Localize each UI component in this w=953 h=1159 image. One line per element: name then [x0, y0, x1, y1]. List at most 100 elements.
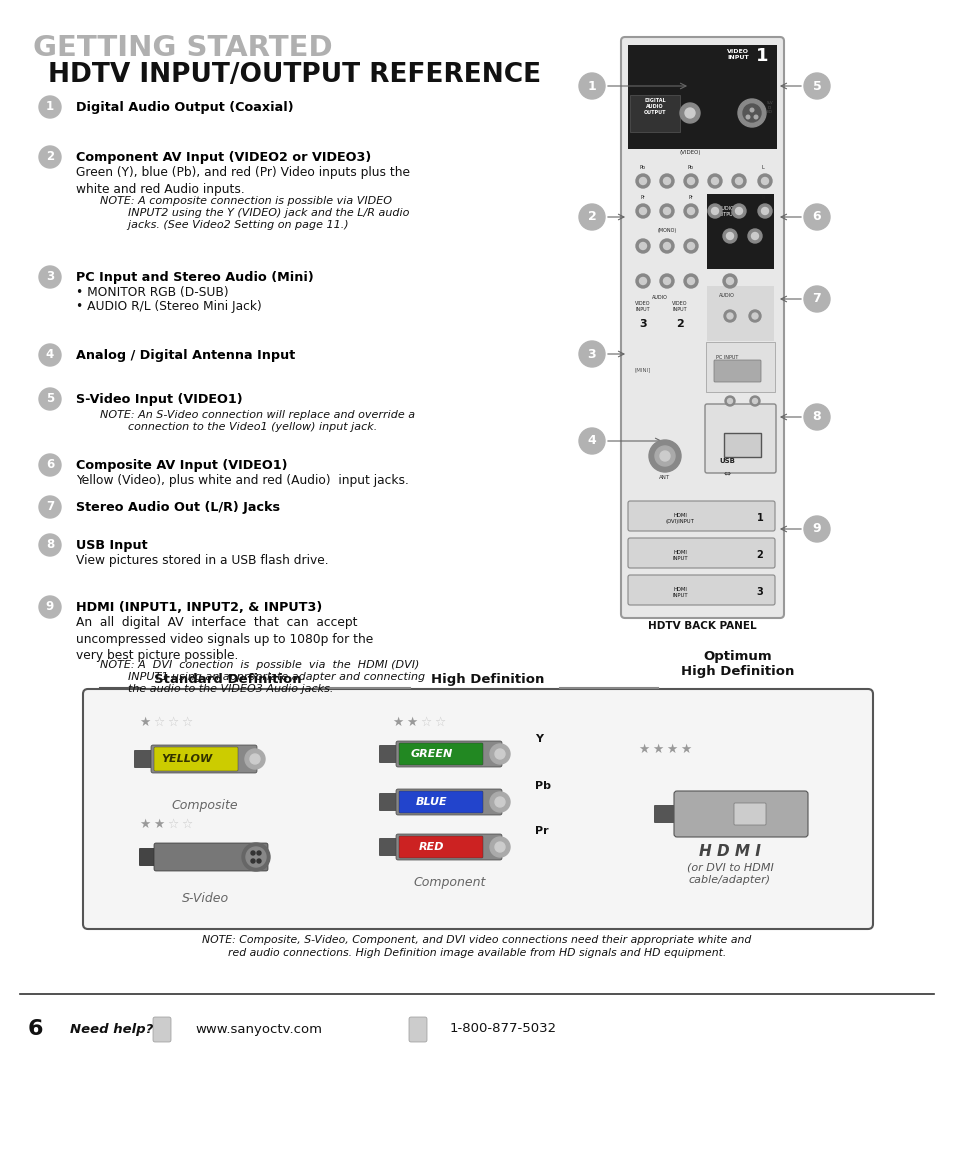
Text: Need help?: Need help?: [70, 1022, 153, 1035]
Circle shape: [687, 207, 694, 214]
Circle shape: [803, 204, 829, 229]
FancyBboxPatch shape: [151, 745, 256, 773]
Text: R: R: [760, 195, 764, 201]
Text: 5: 5: [46, 393, 54, 406]
FancyBboxPatch shape: [152, 1016, 171, 1042]
Text: Y: Y: [535, 734, 542, 744]
Text: Pb: Pb: [687, 165, 693, 170]
Text: NOTE: A  DVI  conection  is  possible  via  the  HDMI (DVI)
        INPUT1 using: NOTE: A DVI conection is possible via th…: [100, 659, 425, 694]
Circle shape: [707, 204, 721, 218]
Text: ★: ★: [139, 715, 151, 729]
Text: Pb: Pb: [639, 165, 645, 170]
Text: RED: RED: [418, 841, 444, 852]
Text: GREEN: GREEN: [411, 749, 453, 759]
FancyBboxPatch shape: [706, 194, 773, 269]
Text: 7: 7: [46, 501, 54, 513]
FancyBboxPatch shape: [627, 501, 774, 531]
Text: ★: ★: [153, 817, 165, 831]
Text: [MINI]: [MINI]: [634, 367, 651, 372]
FancyBboxPatch shape: [395, 741, 501, 767]
Circle shape: [246, 847, 266, 867]
Circle shape: [251, 851, 254, 855]
Text: Pr: Pr: [688, 195, 693, 201]
Text: 2: 2: [756, 551, 762, 560]
Circle shape: [731, 174, 745, 188]
Circle shape: [39, 96, 61, 118]
Circle shape: [636, 174, 649, 188]
Circle shape: [731, 204, 745, 218]
Text: 9: 9: [812, 523, 821, 535]
Text: ★: ★: [679, 743, 691, 756]
Circle shape: [803, 516, 829, 542]
Circle shape: [639, 177, 646, 184]
Circle shape: [683, 174, 698, 188]
Text: Pr: Pr: [535, 826, 548, 836]
Text: ★: ★: [392, 715, 403, 729]
Text: • MONITOR RGB (D-SUB): • MONITOR RGB (D-SUB): [76, 286, 229, 299]
Circle shape: [251, 859, 254, 863]
Circle shape: [495, 749, 504, 759]
Circle shape: [758, 174, 771, 188]
Circle shape: [748, 309, 760, 322]
Text: VIDEO
INPUT: VIDEO INPUT: [672, 301, 687, 312]
Text: Stereo Audio Out (L/R) Jacks: Stereo Audio Out (L/R) Jacks: [76, 501, 280, 513]
Circle shape: [648, 440, 680, 472]
Circle shape: [803, 286, 829, 312]
Circle shape: [726, 233, 733, 240]
Text: 2: 2: [46, 151, 54, 163]
Circle shape: [687, 242, 694, 249]
Circle shape: [495, 797, 504, 807]
Circle shape: [747, 229, 761, 243]
Text: HDMI (INPUT1, INPUT2, & INPUT3): HDMI (INPUT1, INPUT2, & INPUT3): [76, 602, 322, 614]
Text: Analog / Digital Antenna Input: Analog / Digital Antenna Input: [76, 349, 294, 362]
Text: 6: 6: [812, 211, 821, 224]
Text: High Definition: High Definition: [431, 673, 544, 686]
Text: Pr: Pr: [639, 195, 645, 201]
Circle shape: [735, 177, 741, 184]
Circle shape: [735, 207, 741, 214]
Text: Green (Y), blue (Pb), and red (Pr) Video inputs plus the
white and red Audio inp: Green (Y), blue (Pb), and red (Pr) Video…: [76, 166, 410, 196]
Text: ★: ★: [406, 715, 417, 729]
Text: DIGITAL
AUDIO
OUTPUT: DIGITAL AUDIO OUTPUT: [643, 99, 665, 115]
Text: AUDIO
OUTPUT: AUDIO OUTPUT: [717, 206, 736, 217]
Circle shape: [683, 204, 698, 218]
Circle shape: [39, 596, 61, 618]
Text: 8: 8: [812, 410, 821, 423]
Text: Digital Audio Output (Coaxial): Digital Audio Output (Coaxial): [76, 101, 294, 114]
Text: BLUE: BLUE: [416, 797, 447, 807]
FancyBboxPatch shape: [378, 838, 400, 857]
Text: (or DVI to HDMI
cable/adapter): (or DVI to HDMI cable/adapter): [686, 862, 773, 885]
Circle shape: [662, 242, 670, 249]
Text: ★: ★: [652, 743, 663, 756]
Text: 4: 4: [46, 349, 54, 362]
Text: 5: 5: [812, 80, 821, 93]
Circle shape: [722, 229, 737, 243]
Circle shape: [639, 242, 646, 249]
Circle shape: [39, 388, 61, 410]
Circle shape: [639, 277, 646, 284]
Text: S-V
ID
EO: S-V ID EO: [766, 101, 773, 115]
FancyBboxPatch shape: [153, 843, 268, 872]
Circle shape: [578, 204, 604, 229]
Circle shape: [679, 103, 700, 123]
Text: Optimum
High Definition: Optimum High Definition: [680, 650, 794, 678]
Text: NOTE: Composite, S-Video, Component, and DVI video connections need their approp: NOTE: Composite, S-Video, Component, and…: [202, 935, 751, 958]
Circle shape: [711, 207, 718, 214]
Circle shape: [738, 99, 765, 127]
Text: ★: ★: [638, 743, 649, 756]
Text: Component: Component: [414, 876, 486, 889]
Text: ★: ★: [666, 743, 677, 756]
Text: (VIDEO): (VIDEO): [679, 150, 700, 155]
FancyBboxPatch shape: [133, 750, 156, 768]
Circle shape: [578, 73, 604, 99]
Circle shape: [659, 239, 673, 253]
Text: ☆: ☆: [167, 817, 178, 831]
Circle shape: [39, 146, 61, 168]
Text: HDMI
(DVI)INPUT: HDMI (DVI)INPUT: [665, 513, 694, 524]
Circle shape: [490, 837, 510, 857]
FancyBboxPatch shape: [706, 286, 773, 341]
Circle shape: [803, 73, 829, 99]
Text: HDTV BACK PANEL: HDTV BACK PANEL: [647, 621, 756, 630]
Text: Component AV Input (VIDEO2 or VIDEO3): Component AV Input (VIDEO2 or VIDEO3): [76, 151, 371, 165]
Text: (MONO): (MONO): [657, 228, 676, 233]
